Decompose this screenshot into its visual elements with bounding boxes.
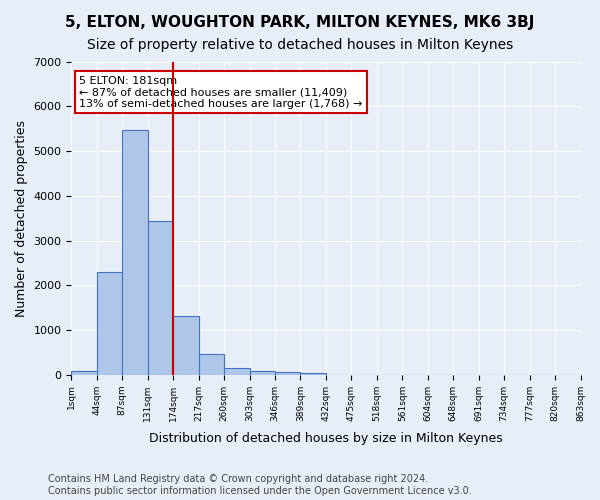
Text: Contains public sector information licensed under the Open Government Licence v3: Contains public sector information licen…: [48, 486, 472, 496]
Y-axis label: Number of detached properties: Number of detached properties: [15, 120, 28, 316]
Bar: [224, 368, 250, 375]
Text: Contains HM Land Registry data © Crown copyright and database right 2024.: Contains HM Land Registry data © Crown c…: [48, 474, 428, 484]
Bar: [148, 221, 173, 375]
Bar: [71, 372, 97, 375]
Text: 5, ELTON, WOUGHTON PARK, MILTON KEYNES, MK6 3BJ: 5, ELTON, WOUGHTON PARK, MILTON KEYNES, …: [65, 15, 535, 30]
Bar: [275, 372, 301, 375]
Bar: [199, 354, 224, 375]
Bar: [173, 316, 199, 375]
Bar: [301, 373, 326, 375]
Text: Size of property relative to detached houses in Milton Keynes: Size of property relative to detached ho…: [87, 38, 513, 52]
X-axis label: Distribution of detached houses by size in Milton Keynes: Distribution of detached houses by size …: [149, 432, 503, 445]
Bar: [97, 272, 122, 375]
Bar: [122, 130, 148, 375]
Text: 5 ELTON: 181sqm
← 87% of detached houses are smaller (11,409)
13% of semi-detach: 5 ELTON: 181sqm ← 87% of detached houses…: [79, 76, 362, 109]
Bar: [250, 371, 275, 375]
